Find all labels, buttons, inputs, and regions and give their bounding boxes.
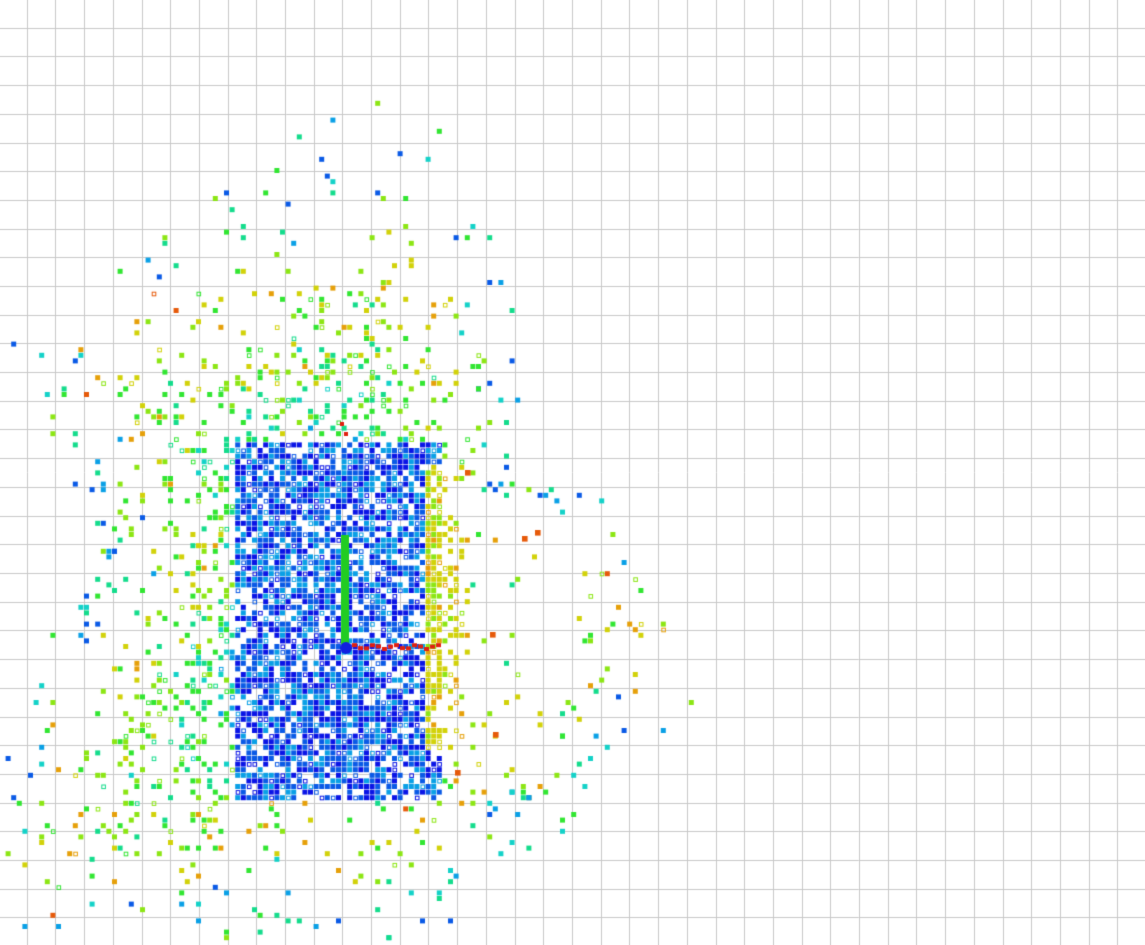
pointcloud-viewport[interactable] bbox=[0, 0, 1145, 945]
robot-overlay bbox=[0, 0, 1145, 945]
